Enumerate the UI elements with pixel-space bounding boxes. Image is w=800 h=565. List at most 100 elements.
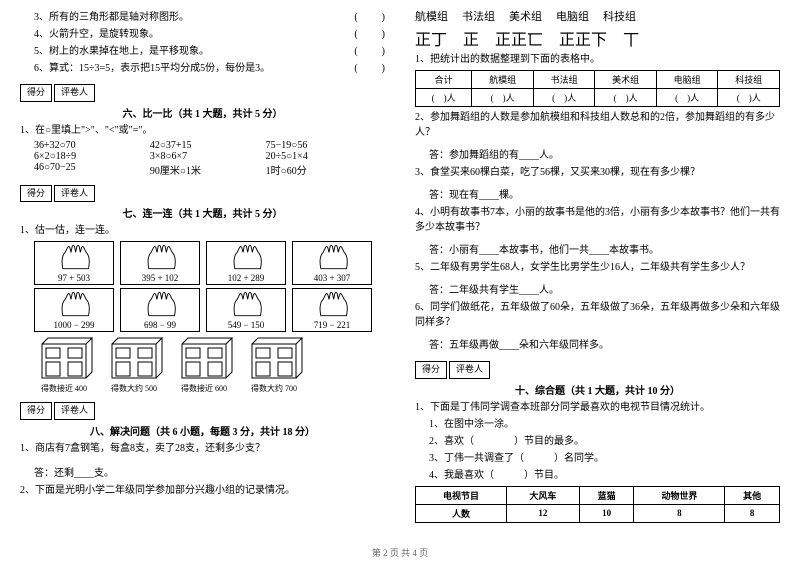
sec6-q1: 1、在○里填上">"、"<"或"="。	[20, 123, 385, 138]
r4a: 答：小丽有____本故事书，他们一共____本故事书。	[429, 243, 780, 258]
table-cell: ( )人	[595, 89, 657, 107]
r2: 2、参加舞蹈组的人数是参加航模组和科技组人数总和的2倍，参加舞蹈组的有多少人？	[415, 110, 780, 140]
hand-box: 698 − 99	[120, 288, 200, 332]
score-row-7: 得分评卷人	[20, 185, 385, 203]
q5-text: 5、树上的水果掉在地上，是平移现象。	[34, 46, 209, 57]
comp-item: 1时○60分	[266, 162, 382, 177]
table-cell: 电视节目	[416, 486, 507, 504]
building-label: 得数接近 400	[34, 383, 94, 394]
building-item: 得数大约 500	[104, 336, 164, 394]
comp-item: 3×8○6×7	[150, 151, 266, 162]
hands-row-1: 97 + 503 395 + 102 102 + 289 403 + 307	[20, 241, 385, 285]
hand-label: 403 + 307	[293, 273, 371, 283]
hand-box: 719 − 221	[292, 288, 372, 332]
table-row: 电视节目 大风车 蓝猫 动物世界 其他	[416, 486, 780, 504]
building-icon	[244, 336, 304, 381]
table-cell: 书法组	[533, 71, 595, 89]
comp-item: 90厘米○1米	[150, 162, 266, 177]
tally-head: 电脑组	[556, 8, 589, 24]
section-10-title: 十、综合题（共 1 大题，共计 10 分）	[415, 382, 780, 397]
hand-label: 102 + 289	[207, 273, 285, 283]
comp-item: 46○70−25	[34, 162, 150, 177]
r5: 5、二年级有男学生68人，女学生比男学生少16人，二年级共有学生多少人？	[415, 260, 780, 275]
building-item: 得数接近 400	[34, 336, 94, 394]
r3: 3、食堂买来60棵白菜，吃了56棵，又买来30棵，现在有多少棵？	[415, 165, 780, 180]
tally-head: 科技组	[603, 8, 636, 24]
hand-label: 719 − 221	[293, 320, 371, 330]
building-item: 得数大约 700	[244, 336, 304, 394]
tally-mark: 正正下	[559, 26, 607, 50]
tally-head: 书法组	[462, 8, 495, 24]
s10-b: 2、喜欢（ ）节目的最多。	[415, 434, 780, 449]
comp-item: 20÷5○1×4	[266, 151, 382, 162]
reviewer-label: 评卷人	[449, 361, 490, 379]
reviewer-label: 评卷人	[54, 402, 95, 420]
hand-icon	[295, 290, 370, 318]
r3a: 答：现在有____棵。	[429, 188, 780, 203]
page-columns: 3、所有的三角形都是轴对称图形。() 4、火箭升空，是旋转现象。() 5、树上的…	[20, 8, 780, 526]
q4-text: 4、火箭升空，是旋转现象。	[34, 29, 159, 40]
hand-box: 403 + 307	[292, 241, 372, 285]
tally-mark: 正丁	[415, 26, 447, 50]
tally-headers: 航模组 书法组 美术组 电脑组 科技组	[415, 8, 780, 24]
table-cell: 10	[579, 504, 634, 522]
tally-head: 航模组	[415, 8, 448, 24]
r1: 1、把统计出的数据整理到下面的表格中。	[415, 52, 780, 67]
score-label: 得分	[20, 185, 52, 203]
score-row-8: 得分评卷人	[20, 402, 385, 420]
sec8-a1: 答：还剩____支。	[34, 466, 385, 481]
reviewer-label: 评卷人	[54, 84, 95, 102]
table-cell: ( )人	[656, 89, 718, 107]
hand-icon	[123, 243, 198, 271]
hands-row-2: 1000 − 299 698 − 99 549 − 150 719 − 221	[20, 288, 385, 332]
building-item: 得数接近 600	[174, 336, 234, 394]
building-label: 得数大约 700	[244, 383, 304, 394]
table-row: 合计 航模组 书法组 美术组 电脑组 科技组	[416, 71, 780, 89]
reviewer-label: 评卷人	[54, 185, 95, 203]
table-cell: 合计	[416, 71, 472, 89]
r6: 6、同学们做纸花，五年级做了60朵，五年级做了36朵，五年级再做多少朵和六年级同…	[415, 300, 780, 330]
q6-text: 6、算式：15÷3=5，表示把15平均分成5份，每份是3。	[34, 63, 270, 74]
sec8-q2: 2、下面是光明小学二年级同学参加部分兴趣小组的记录情况。	[20, 483, 385, 498]
table-cell: 其他	[725, 486, 780, 504]
building-label: 得数大约 500	[104, 383, 164, 394]
section-6-title: 六、比一比（共 1 大题，共计 5 分）	[20, 105, 385, 120]
r5a: 答：二年级共有学生____人。	[429, 283, 780, 298]
hand-label: 97 + 503	[35, 273, 113, 283]
table-row: 人数 12 10 8 8	[416, 504, 780, 522]
page-footer: 第 2 页 共 4 页	[0, 546, 800, 559]
section-7-title: 七、连一连（共 1 大题，共计 5 分）	[20, 205, 385, 220]
section-8-title: 八、解决问题（共 6 小题，每题 3 分，共计 18 分）	[20, 423, 385, 438]
hand-label: 395 + 102	[121, 273, 199, 283]
table-cell: 航模组	[472, 71, 534, 89]
s10-d: 4、我最喜欢（ ）节目。	[415, 468, 780, 483]
hand-icon	[37, 243, 112, 271]
hand-label: 698 − 99	[121, 320, 199, 330]
score-row-10: 得分评卷人	[415, 361, 780, 379]
hand-icon	[209, 290, 284, 318]
q3: 3、所有的三角形都是轴对称图形。()	[20, 10, 385, 25]
hand-icon	[37, 290, 112, 318]
table-cell: 电脑组	[656, 71, 718, 89]
building-label: 得数接近 600	[174, 383, 234, 394]
q6: 6、算式：15÷3=5，表示把15平均分成5份，每份是3。()	[20, 61, 385, 76]
sec7-q1: 1、估一估，连一连。	[20, 223, 385, 238]
q5: 5、树上的水果掉在地上，是平移现象。()	[20, 44, 385, 59]
table-cell: 蓝猫	[579, 486, 634, 504]
s10-a: 1、在图中涂一涂。	[415, 417, 780, 432]
left-column: 3、所有的三角形都是轴对称图形。() 4、火箭升空，是旋转现象。() 5、树上的…	[20, 8, 385, 526]
building-icon	[34, 336, 94, 381]
q3-text: 3、所有的三角形都是轴对称图形。	[34, 12, 189, 23]
sec8-q1: 1、商店有7盒钢笔，每盒8支，卖了28支，还剩多少支？	[20, 441, 385, 456]
tally-mark: 正正匸	[495, 26, 543, 50]
right-column: 航模组 书法组 美术组 电脑组 科技组 正丁 正 正正匸 正正下 丅 1、把统计…	[415, 8, 780, 526]
r6a: 答：五年级再做____朵和六年级同样多。	[429, 338, 780, 353]
table-cell: 12	[506, 504, 579, 522]
hand-label: 1000 − 299	[35, 320, 113, 330]
comp-item: 36+32○70	[34, 140, 150, 151]
table-cell: ( )人	[472, 89, 534, 107]
s10-c: 3、丁伟一共调查了（ ）名同学。	[415, 451, 780, 466]
hand-label: 549 − 150	[207, 320, 285, 330]
hand-icon	[209, 243, 284, 271]
tally-mark: 丅	[623, 26, 639, 50]
